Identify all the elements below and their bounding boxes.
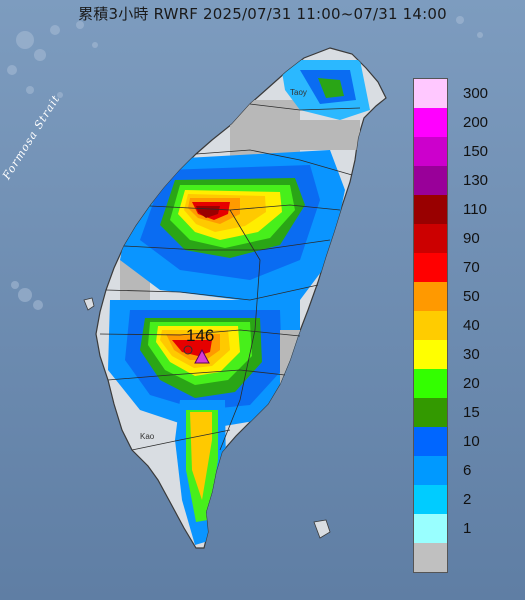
legend-label: 150 <box>463 143 489 160</box>
legend-label: 90 <box>463 230 480 247</box>
legend-swatch <box>414 543 447 572</box>
legend-swatch <box>414 137 447 166</box>
county-borders <box>99 103 361 451</box>
peak-marker <box>194 348 210 364</box>
green-island <box>313 519 331 539</box>
map-title: 累積3小時 RWRF 2025/07/31 11:00~07/31 14:00 <box>78 5 447 23</box>
rainfall-field <box>108 60 370 545</box>
legend-swatch <box>414 340 447 369</box>
legend-label: 40 <box>463 317 480 334</box>
legend-label: 110 <box>463 201 487 218</box>
legend-label: 15 <box>463 404 480 421</box>
legend-swatch <box>414 79 447 108</box>
legend-swatch <box>414 166 447 195</box>
legend-label: 30 <box>463 346 480 363</box>
legend-label: 20 <box>463 375 480 392</box>
legend-swatch <box>414 195 447 224</box>
legend-label: 200 <box>463 114 489 131</box>
legend-label: 130 <box>463 172 489 189</box>
legend-swatch <box>414 282 447 311</box>
peak-station-dot <box>183 345 193 355</box>
legend-swatch <box>414 253 447 282</box>
legend-swatch <box>414 369 447 398</box>
legend-swatch <box>414 514 447 543</box>
legend-label: 2 <box>463 491 472 508</box>
legend-label: 50 <box>463 288 480 305</box>
legend-swatch <box>414 456 447 485</box>
penghu-island <box>83 297 95 311</box>
legend-label: 10 <box>463 433 480 450</box>
legend-label: 300 <box>463 85 489 102</box>
legend-swatch <box>414 108 447 137</box>
legend-label: 1 <box>463 520 472 537</box>
rainfall-legend: 300 200 150 130 110 90 70 50 40 30 20 15 10 6 2 1 <box>413 78 523 573</box>
legend-label: 6 <box>463 462 472 479</box>
legend-swatch <box>414 485 447 514</box>
peak-value-label: 146 <box>186 326 215 345</box>
legend-label: 70 <box>463 259 480 276</box>
legend-color-bar <box>413 78 448 573</box>
place-label-kaohsiung: Kao <box>140 432 155 441</box>
place-label-taoyuan: Taoy <box>290 88 307 97</box>
legend-swatch <box>414 398 447 427</box>
legend-swatch <box>414 427 447 456</box>
legend-swatch <box>414 224 447 253</box>
legend-swatch <box>414 311 447 340</box>
